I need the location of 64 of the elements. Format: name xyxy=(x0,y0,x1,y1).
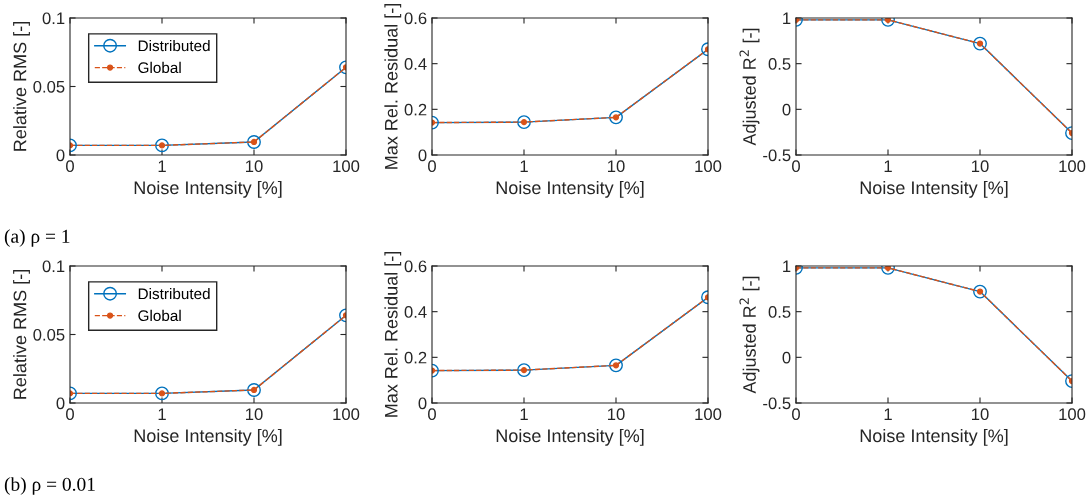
x-tick-label: 1 xyxy=(520,408,528,420)
y-tick-label: 0.6 xyxy=(404,12,427,25)
y-tick-label: 0.5 xyxy=(768,58,791,70)
y-tick-label: 0.6 xyxy=(404,260,427,273)
y-tick-label: 0.2 xyxy=(404,351,427,364)
y-tick-label: 1 xyxy=(783,260,791,273)
x-tick-label: 0 xyxy=(792,160,800,173)
y-tick-label: 0 xyxy=(56,149,65,162)
x-tick-label: 100 xyxy=(1059,408,1086,421)
x-tick-label: 100 xyxy=(695,408,722,421)
x-tick-label: 10 xyxy=(972,160,989,173)
x-axis-title: Noise Intensity [%] xyxy=(496,180,644,198)
y-axis-title: Relative RMS [-] xyxy=(13,22,30,151)
x-tick-label: 1 xyxy=(884,408,892,420)
y-tick-label: 0 xyxy=(418,397,427,410)
text: (a) ρ = 1 xyxy=(4,229,70,247)
y-tick-label: 0 xyxy=(418,149,427,162)
legend-label: Distributed xyxy=(138,39,210,52)
x-tick-label: 100 xyxy=(1059,160,1086,173)
x-tick-label: 0 xyxy=(792,408,800,421)
y-tick-label: 0 xyxy=(782,351,791,364)
y-tick-label: -0.5 xyxy=(763,397,791,410)
x-tick-label: 1 xyxy=(158,160,166,172)
y-tick-label: 0.05 xyxy=(33,328,65,341)
y-tick-label: 0.05 xyxy=(33,80,65,93)
text: (b) ρ = 0.01 xyxy=(4,477,95,495)
x-tick-label: 10 xyxy=(608,408,625,421)
y-tick-label: 0.5 xyxy=(768,306,791,318)
y-axis-title: Adjusted R$^{2}$ [-] xyxy=(739,276,760,394)
y-axis-title: Adjusted R$^{2}$ [-] xyxy=(739,28,760,146)
y-tick-label: 1 xyxy=(783,12,791,25)
y-tick-label: 0 xyxy=(782,103,791,116)
x-tick-label: 0 xyxy=(66,408,74,421)
x-tick-label: 100 xyxy=(333,408,360,421)
x-tick-label: 10 xyxy=(608,160,625,173)
x-axis-title: Noise Intensity [%] xyxy=(860,180,1008,198)
x-tick-label: 10 xyxy=(246,408,263,421)
y-tick-label: 0.2 xyxy=(404,103,427,116)
x-tick-label: 1 xyxy=(884,160,892,172)
x-tick-label: 0 xyxy=(428,160,436,173)
y-tick-label: 0.1 xyxy=(42,12,65,25)
y-tick-label: 0.4 xyxy=(404,306,427,318)
y-tick-label: 0.1 xyxy=(42,260,65,273)
legend-label: Distributed xyxy=(138,287,210,300)
x-tick-label: 100 xyxy=(333,160,360,173)
x-tick-label: 10 xyxy=(246,160,263,173)
legend-label: Global xyxy=(138,309,181,322)
x-tick-label: 0 xyxy=(428,408,436,421)
x-tick-label: 1 xyxy=(520,160,528,172)
y-axis-title: Relative RMS [-] xyxy=(13,270,30,399)
y-tick-label: 0 xyxy=(56,397,65,410)
x-axis-title: Noise Intensity [%] xyxy=(496,428,644,446)
x-tick-label: 100 xyxy=(695,160,722,173)
x-tick-label: 10 xyxy=(972,408,989,421)
legend-label: Global xyxy=(138,61,181,74)
x-axis-title: Noise Intensity [%] xyxy=(860,428,1008,446)
y-axis-title: Max Rel. Residual [-] xyxy=(384,252,402,417)
x-axis-title: Noise Intensity [%] xyxy=(134,428,282,446)
x-axis-title: Noise Intensity [%] xyxy=(134,180,282,198)
x-tick-label: 1 xyxy=(158,408,166,420)
y-tick-label: -0.5 xyxy=(763,149,791,162)
y-tick-label: 0.4 xyxy=(404,58,427,70)
x-tick-label: 0 xyxy=(66,160,74,173)
y-axis-title: Max Rel. Residual [-] xyxy=(384,4,402,169)
